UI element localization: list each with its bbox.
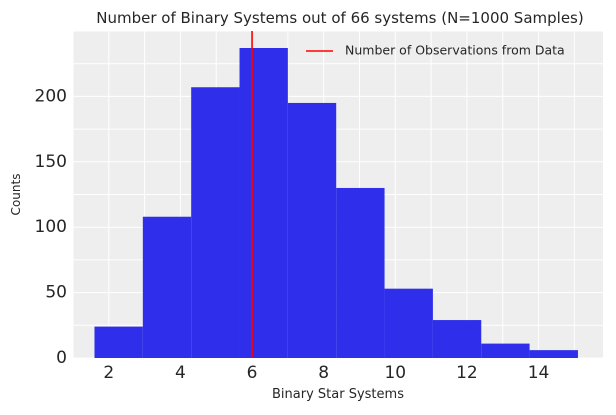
x-tick-label: 10 [384,363,406,383]
histogram-bar [287,102,337,358]
histogram-bar [336,187,385,358]
x-tick-label: 12 [456,363,478,383]
histogram-bar [384,288,433,358]
histogram-bar [481,343,530,358]
y-tick-label: 0 [56,348,67,368]
legend-label: Number of Observations from Data [345,43,565,58]
x-tick-label: 4 [175,363,186,383]
y-tick-label: 100 [35,217,67,237]
histogram-bar [191,87,240,358]
histogram-bars [94,48,578,359]
histogram-bar [142,216,192,358]
histogram-bar [239,48,288,359]
x-tick-label: 6 [247,363,258,383]
histogram-bar [529,350,578,358]
x-axis-ticks: 2 4 6 8 10 12 14 [103,363,549,383]
y-axis-label: Counts [9,174,23,216]
y-tick-label: 50 [45,283,67,303]
legend: Number of Observations from Data [306,43,565,58]
y-axis-ticks: 0 50 100 150 200 [35,86,67,368]
x-axis-label: Binary Star Systems [272,387,404,402]
chart-title: Number of Binary Systems out of 66 syste… [96,9,583,27]
histogram-bar [94,326,143,358]
y-tick-label: 200 [35,86,67,106]
x-tick-label: 14 [528,363,550,383]
x-tick-label: 2 [103,363,114,383]
y-tick-label: 150 [35,152,67,172]
histogram-bar [432,320,482,358]
x-tick-label: 8 [318,363,329,383]
